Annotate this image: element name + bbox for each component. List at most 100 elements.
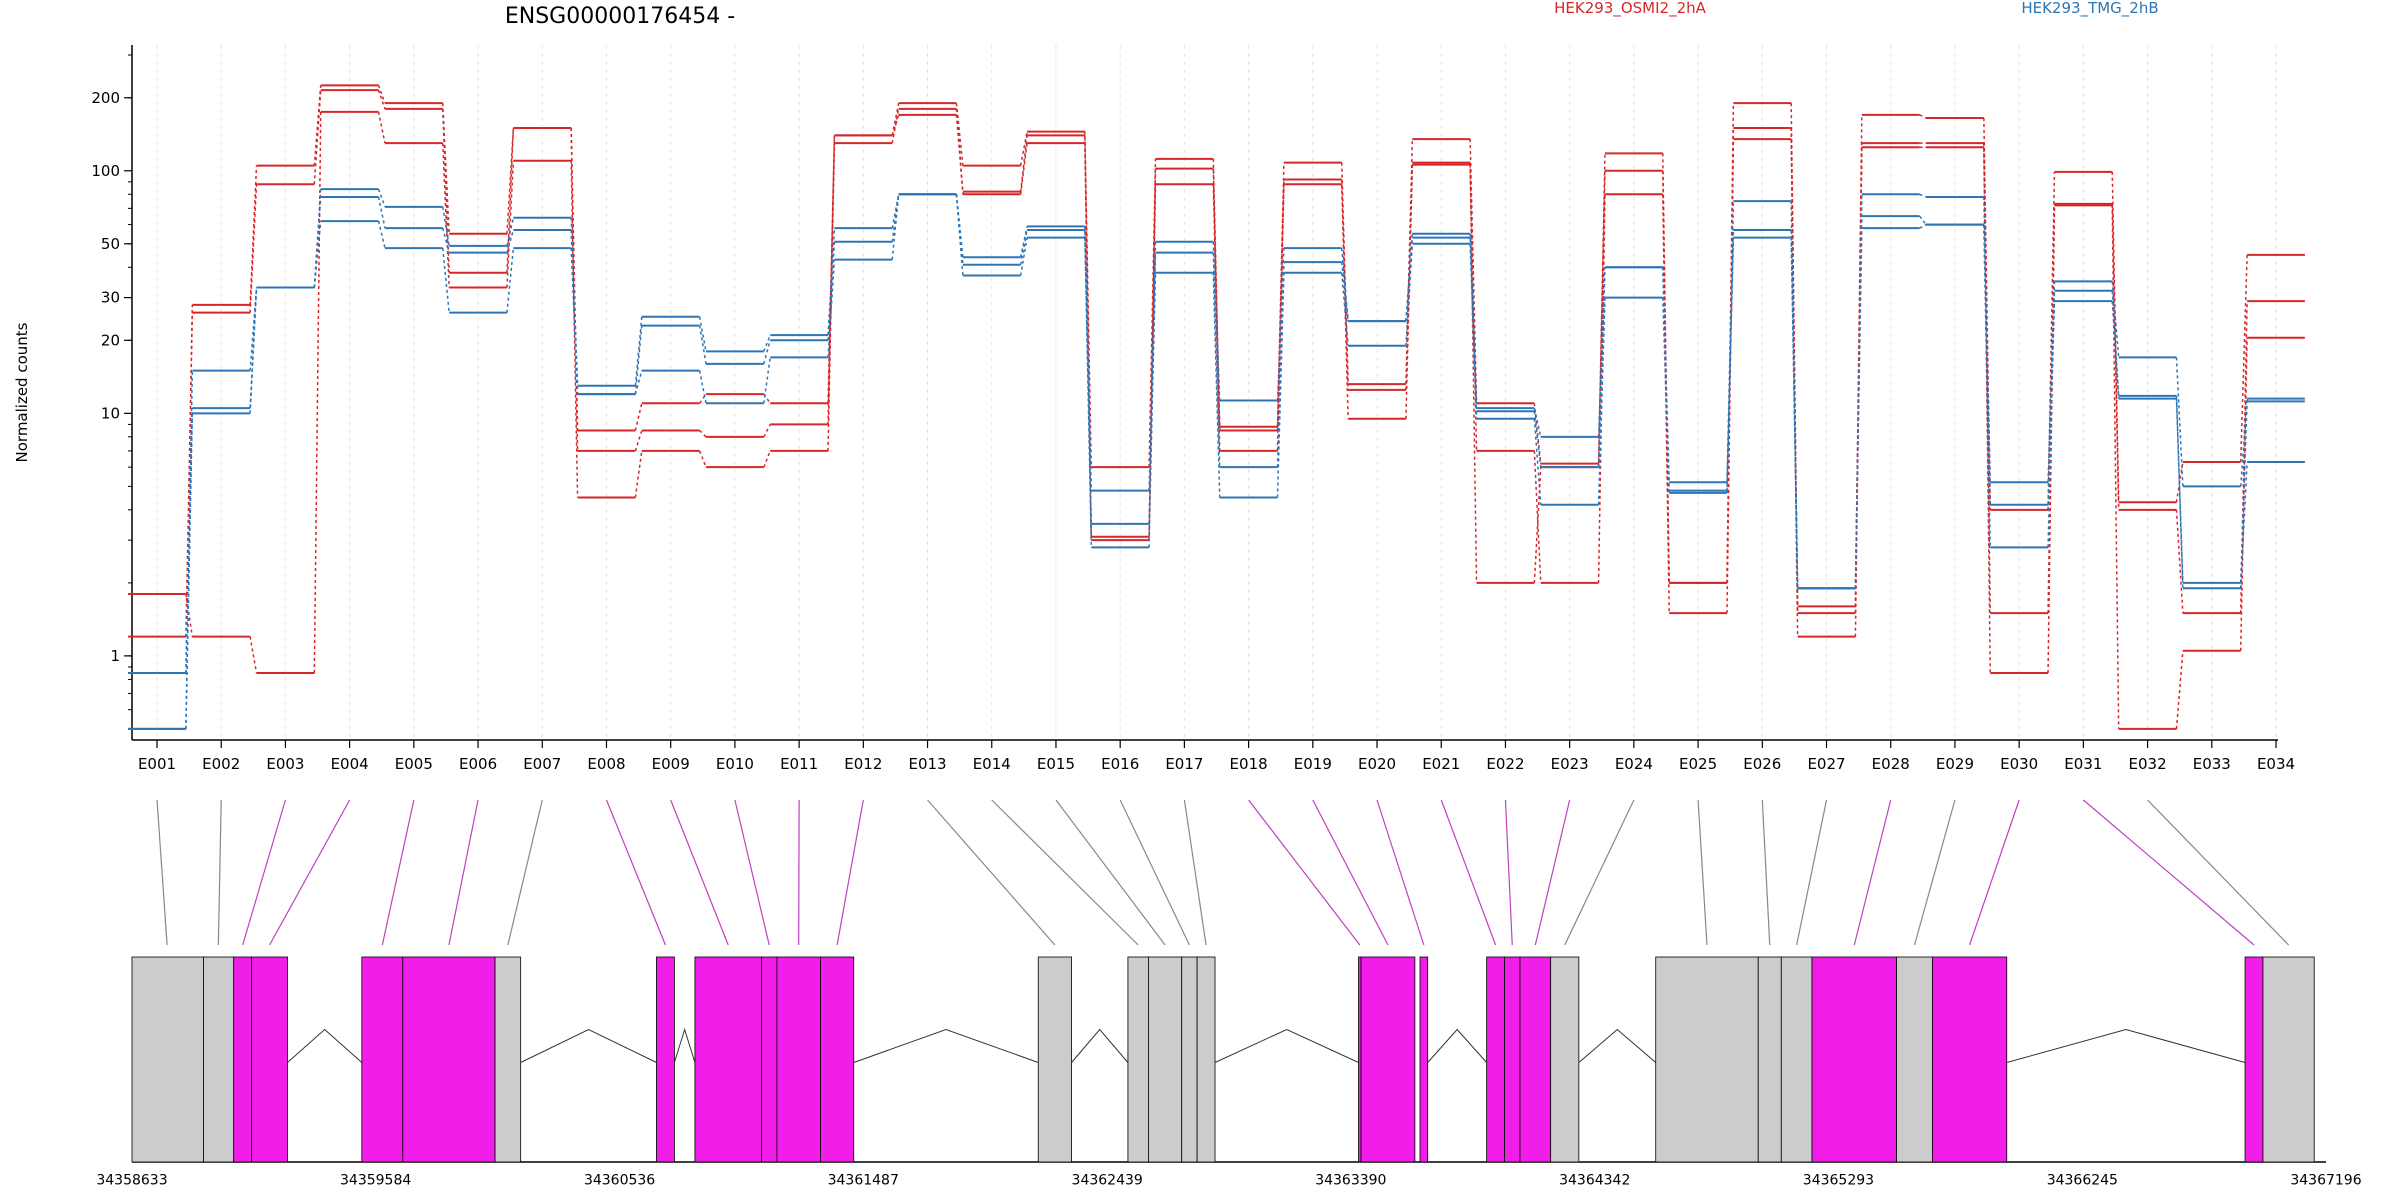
series-connector (1597, 153, 1606, 464)
series-connector (1019, 226, 1028, 258)
series-connector (377, 196, 386, 229)
series-connector (2175, 398, 2184, 589)
coordinate-label: 34362439 (1072, 1173, 1143, 1189)
x-tick-label-e002: E002 (202, 755, 240, 773)
series-connector (2239, 401, 2248, 583)
series-connector (2111, 171, 2120, 503)
exon-connector-e013 (927, 799, 1056, 946)
series-connector (955, 194, 964, 258)
series-connector (442, 206, 450, 247)
series-connector (2239, 337, 2248, 651)
exon-connector-e027 (1796, 799, 1828, 946)
series-lines (128, 84, 2305, 730)
series-connector (698, 450, 707, 468)
y-tick-label: 100 (91, 162, 120, 180)
series-connector (1276, 262, 1285, 468)
x-tick-label-e022: E022 (1486, 755, 1524, 773)
series-connector (1148, 252, 1157, 548)
intron-line (1578, 1028, 1657, 1063)
x-tick-label-e006: E006 (459, 755, 497, 773)
exon-connector-e014 (991, 799, 1139, 946)
series-connector (1662, 267, 1670, 493)
exon-connector-e020 (1376, 799, 1425, 946)
exon-block-17 (1196, 956, 1216, 1163)
x-tick-label-e024: E024 (1615, 755, 1653, 773)
series-connector (1533, 418, 1542, 505)
series-connector (1533, 408, 1542, 437)
x-tick-label-e014: E014 (973, 755, 1011, 773)
series-connector (1212, 241, 1221, 401)
x-tick-label-e025: E025 (1679, 755, 1717, 773)
series-connector (1019, 229, 1028, 265)
series-connector (1340, 162, 1349, 385)
exon-block-12 (820, 956, 855, 1163)
series-connector (1084, 131, 1093, 468)
series-connector (1726, 229, 1735, 493)
exon-block-13 (1037, 956, 1072, 1163)
series-connector (763, 357, 771, 404)
exon-block-31 (2244, 956, 2264, 1163)
series-connector (506, 229, 515, 253)
series-connector (1340, 272, 1349, 346)
series-connector (313, 85, 322, 166)
exon-connector-e028 (1853, 799, 1892, 946)
exon-connector-e004 (269, 799, 351, 946)
series-connector (1276, 248, 1285, 401)
exon-block-4 (251, 956, 288, 1163)
series-connector (1405, 233, 1414, 322)
exon-connector-e030 (1969, 799, 2020, 946)
series-connector (1919, 193, 1927, 198)
series-connector (249, 287, 258, 409)
grid (156, 45, 2277, 740)
x-tick-label-e008: E008 (587, 755, 625, 773)
x-tick-label-e029: E029 (1936, 755, 1974, 773)
series-connector (1469, 139, 1478, 404)
series-connector (2175, 509, 2184, 614)
coordinate-label: 34360536 (584, 1173, 655, 1189)
exon-block-6 (402, 956, 496, 1163)
series-connector (699, 429, 707, 438)
exon-connector-e012 (836, 799, 864, 946)
series-connector (698, 370, 707, 404)
exon-connector-e008 (605, 799, 667, 946)
legend-label: HEK293_OSMI2_2hA (1554, 0, 1707, 18)
series-connector (1469, 162, 1478, 583)
series-connector (1790, 201, 1799, 589)
series-connector (698, 325, 707, 364)
series-connector (1019, 143, 1028, 195)
exon-connector-e005 (381, 799, 415, 946)
intron-line (1071, 1028, 1129, 1063)
x-tick-label-e010: E010 (716, 755, 754, 773)
intron-line (2006, 1028, 2246, 1063)
series-connector (377, 85, 386, 104)
series-3 (128, 84, 2305, 675)
exon-connector-e009 (670, 799, 729, 946)
exon-connector-e001 (156, 799, 168, 946)
series-connector (2239, 398, 2248, 487)
series-connector (313, 221, 322, 288)
coordinate-label: 34366245 (2047, 1173, 2118, 1189)
series-connector (313, 189, 322, 288)
x-tick-label-e032: E032 (2129, 755, 2167, 773)
exon-block-2 (203, 956, 235, 1163)
coordinate-label: 34365293 (1803, 1173, 1874, 1189)
x-tick-label-e012: E012 (844, 755, 882, 773)
y-tick-label: 200 (91, 89, 120, 107)
series-connector (506, 217, 515, 247)
exon-connector-e024 (1564, 799, 1635, 946)
series-connector (2175, 650, 2184, 729)
series-connector (827, 259, 836, 358)
exon-connector-e031 (2082, 799, 2255, 946)
series-connector (1084, 226, 1093, 491)
series-connector (1919, 215, 1927, 226)
coordinate-label: 34361487 (828, 1173, 899, 1189)
y-tick-label: 1 (110, 647, 120, 665)
series-connector (891, 194, 900, 242)
exon-block-24 (1550, 956, 1580, 1163)
exon-connector-e016 (1119, 799, 1190, 946)
x-tick-label-e003: E003 (266, 755, 304, 773)
x-tick-label-e034: E034 (2257, 755, 2295, 773)
intron-line (853, 1028, 1039, 1063)
intron-line (1427, 1028, 1488, 1063)
exon-block-26 (1757, 956, 1782, 1163)
